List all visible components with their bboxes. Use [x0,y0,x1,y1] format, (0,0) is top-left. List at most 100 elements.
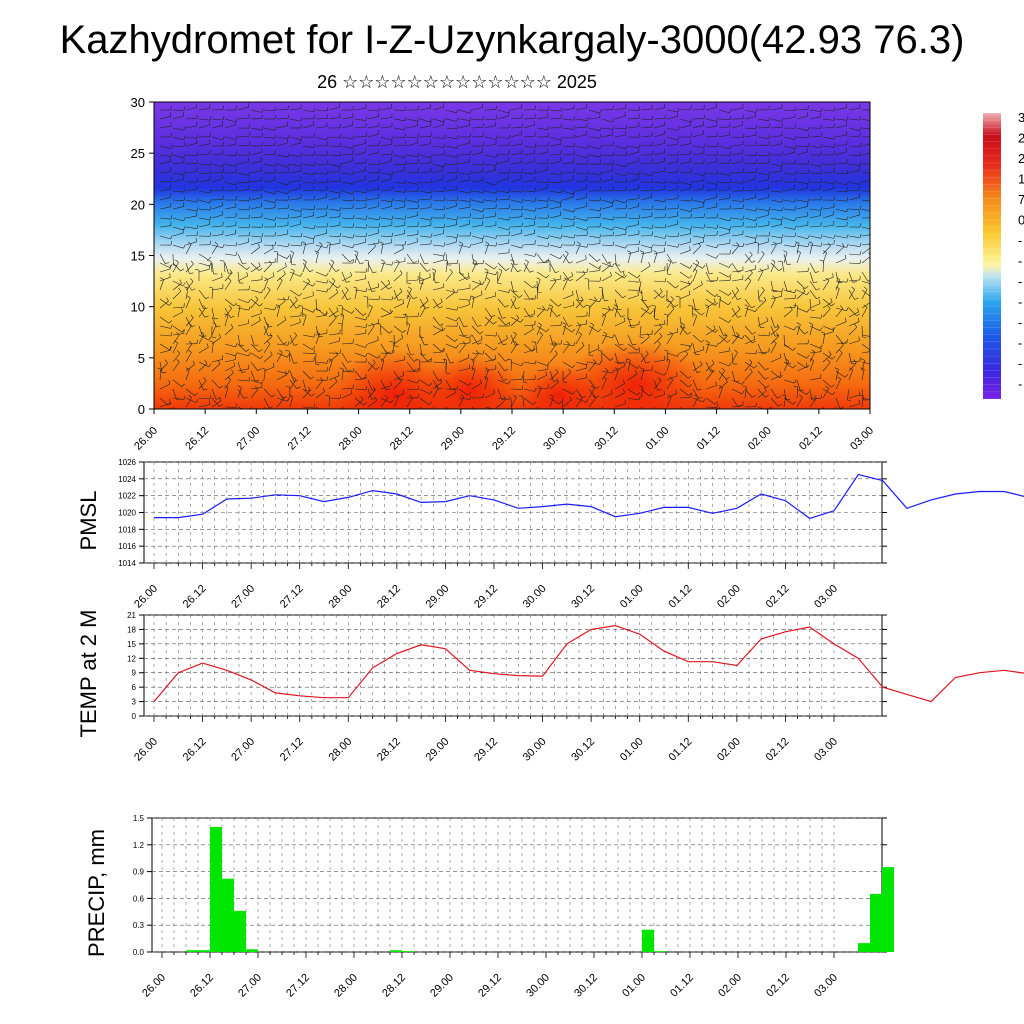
wind-barb [692,361,697,373]
plot-frame [143,461,883,564]
wind-barb [315,391,325,399]
wind-barb [536,387,542,399]
wind-barb-flag [742,198,745,203]
wind-barb [796,243,800,255]
wind-barb-flag [698,242,701,247]
wind-barb [510,289,520,298]
wind-barb-flag [873,160,874,164]
wind-barb [601,154,614,157]
wind-barb [419,198,432,201]
wind-barb [237,379,250,382]
wind-barb [523,280,533,289]
wind-barb-flag [735,287,740,291]
wind-barb [536,361,548,366]
wind-barb-flag [258,262,261,267]
wind-barb-flag [495,189,498,194]
wind-barb [536,388,549,390]
wind-barb-flag [572,290,574,295]
wind-barb [302,389,311,399]
wind-barb [588,298,600,303]
wind-barb-flag [274,114,276,120]
wind-barb [276,163,288,168]
wind-barb [419,406,423,409]
wind-barb [861,397,870,401]
wind-barb [250,180,262,183]
wind-barb-flag [807,198,810,203]
wind-barb [627,280,639,283]
wind-barb [796,325,805,335]
wind-barb-flag [768,117,771,122]
wind-barb-flag [547,197,550,202]
wind-barb [328,181,341,183]
wind-barb [393,325,403,333]
wind-barb [341,117,353,120]
wind-barb [549,226,561,229]
wind-barb-flag [776,396,781,399]
wind-barb-flag [765,385,770,388]
wind-barb-flag [599,160,602,165]
wind-barb [484,280,491,291]
wind-barb-flag [820,331,825,334]
wind-barb [380,298,392,301]
wind-barb [159,154,171,157]
wind-barb [692,262,700,273]
wind-barb [627,373,638,381]
wind-barb [536,187,548,192]
wind-barb [328,381,338,390]
wind-barb-flag [352,223,355,228]
wind-barb-flag [520,319,524,323]
wind-barb-flag [663,313,668,316]
wind-barb [406,215,418,219]
wind-barb [796,172,809,174]
wind-barb-flag [625,213,627,218]
wind-barb [445,178,457,183]
wind-barb-flag [534,387,537,392]
y-tick-label: 30 [131,95,145,110]
wind-barb [406,118,418,122]
x-tick-label: 26.00 [132,425,160,453]
wind-barb [484,199,496,202]
wind-barb [523,124,535,129]
y-tick-label: 1014 [118,559,136,568]
wind-barb [159,196,171,201]
x-tick-label: 26.12 [188,972,216,1000]
wind-barb-flag [229,269,233,273]
wind-barb-flag [847,399,852,402]
wind-barb [289,322,301,327]
wind-barb [432,388,439,399]
wind-barb [601,315,606,327]
wind-barb-flag [573,208,576,213]
wind-barb [419,125,431,129]
wind-barb [783,172,795,176]
wind-barb-flag [556,314,561,317]
wind-barb-flag [221,174,223,179]
wind-barb-flag [711,360,715,364]
wind-barb-flag [716,180,719,185]
wind-barb [536,280,538,293]
wind-barb [172,136,184,140]
wind-barb [523,161,535,165]
wind-barb-flag [664,224,667,229]
wind-barb-flag [537,322,542,326]
wind-barb [367,109,379,112]
wind-barb [406,388,419,390]
wind-barb-flag [339,206,342,211]
wind-barb [640,265,651,273]
wind-barb-flag [285,386,290,388]
wind-barb [692,153,704,156]
wind-barb [302,307,314,313]
wind-barb [809,360,814,372]
wind-barb [263,109,276,111]
wind-barb-flag [677,150,679,155]
wind-barb [497,271,499,284]
wind-barb-flag [873,397,875,401]
x-tick-label: 01.12 [695,425,723,453]
x-tick-label: 30.00 [521,583,549,611]
wind-barb [263,366,275,372]
y-tick-label: 0.3 [133,921,145,930]
wind-barb-flag [178,416,182,417]
wind-barb-flag [222,105,224,110]
wind-barb [614,271,625,279]
wind-barb-flag [716,142,719,147]
wind-barb-flag [690,118,693,123]
